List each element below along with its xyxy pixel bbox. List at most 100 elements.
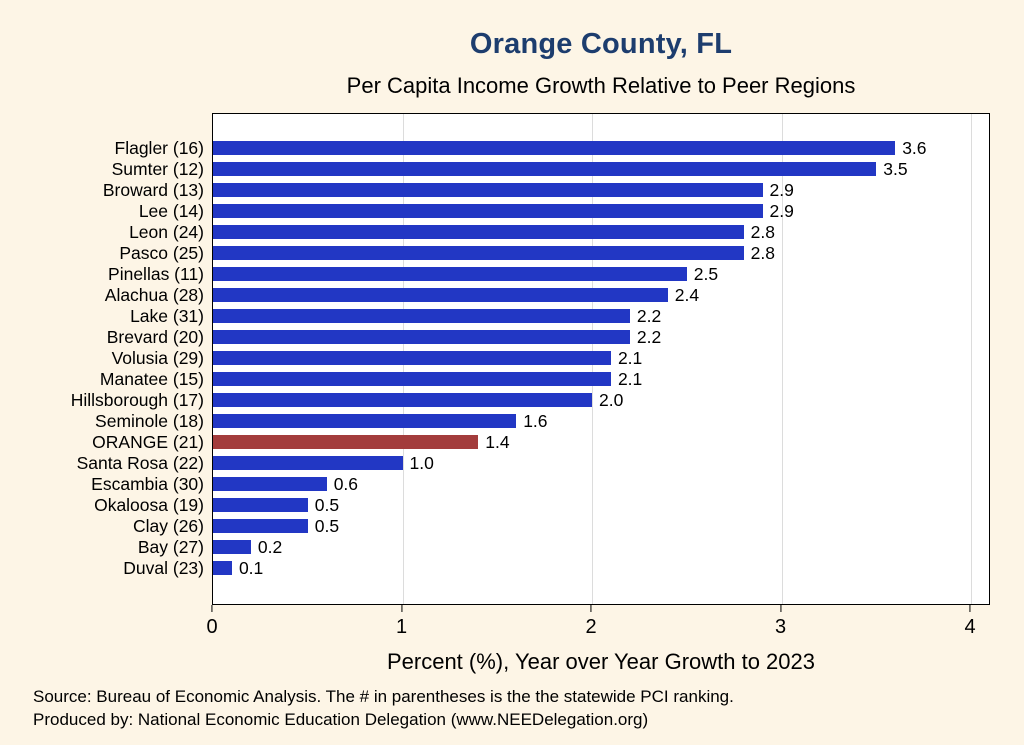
- bar-row: Pinellas (11) 2.5: [0, 264, 990, 284]
- category-label: Lake (31): [130, 305, 204, 326]
- bar: [213, 540, 251, 554]
- value-label: 2.9: [769, 179, 794, 200]
- x-tick: 1: [396, 605, 407, 639]
- bar: [213, 288, 668, 302]
- bar: [213, 372, 611, 386]
- bar: [213, 162, 877, 176]
- source-note: Source: Bureau of Economic Analysis. The…: [33, 687, 734, 707]
- bar-track: 2.0: [213, 390, 971, 411]
- value-label: 2.8: [750, 221, 775, 242]
- x-tick: 3: [775, 605, 786, 639]
- bar: [213, 246, 744, 260]
- value-label: 1.6: [523, 410, 548, 431]
- bar-row: Volusia (29) 2.1: [0, 348, 990, 368]
- category-label: Clay (26): [133, 515, 204, 536]
- x-tick-label: 3: [774, 616, 787, 638]
- category-label: Alachua (28): [104, 284, 204, 305]
- bar-row: Hillsborough (17) 2.0: [0, 390, 990, 410]
- category-label: Escambia (30): [91, 473, 204, 494]
- bar-row: Okaloosa (19) 0.5: [0, 495, 990, 515]
- bar-row: ORANGE (21) 1.4: [0, 432, 990, 452]
- bar-row: Escambia (30) 0.6: [0, 474, 990, 494]
- bar: [213, 267, 687, 281]
- bar: [213, 351, 611, 365]
- bar-row: Santa Rosa (22) 1.0: [0, 453, 990, 473]
- x-tick-mark: [780, 605, 781, 612]
- bar-row: Pasco (25) 2.8: [0, 243, 990, 263]
- value-label: 2.2: [636, 305, 662, 326]
- bar-track: 2.9: [213, 201, 971, 222]
- bar: [213, 393, 592, 407]
- bar-track: 1.0: [213, 453, 971, 474]
- value-label: 3.6: [902, 137, 927, 158]
- bar: [213, 414, 517, 428]
- category-label: Leon (24): [129, 221, 204, 242]
- chart-title: Orange County, FL: [469, 28, 733, 60]
- category-label: Santa Rosa (22): [76, 452, 204, 473]
- bar-track: 0.5: [213, 495, 971, 516]
- bar-track: 2.5: [213, 264, 971, 285]
- x-tick-label: 0: [206, 616, 218, 638]
- producer-note: Produced by: National Economic Education…: [33, 709, 649, 729]
- bar-rows: Flagler (16) 3.6 Sumter (12) 3.5 Broward (13…: [0, 114, 990, 602]
- category-label: Pasco (25): [119, 242, 204, 263]
- x-tick-mark: [211, 605, 213, 612]
- bar: [213, 141, 896, 155]
- bar: [213, 330, 630, 344]
- value-label: 1.4: [485, 431, 510, 452]
- value-label: 1.0: [409, 452, 434, 473]
- x-tick-mark: [969, 605, 971, 612]
- category-label: Okaloosa (19): [94, 494, 204, 515]
- value-label: 2.1: [617, 368, 643, 389]
- bar: [213, 561, 232, 575]
- bar-track: 0.6: [213, 474, 971, 495]
- value-label: 2.4: [674, 284, 700, 305]
- bar-row: Leon (24) 2.8: [0, 222, 990, 242]
- bar-row: Seminole (18) 1.6: [0, 411, 990, 431]
- bar-track: 2.8: [213, 243, 971, 264]
- bar-track: 0.5: [213, 516, 971, 537]
- value-label: 3.5: [883, 158, 908, 179]
- bar-track: 3.6: [213, 138, 971, 159]
- bar-track: 2.1: [213, 348, 971, 369]
- value-label: 0.2: [257, 536, 283, 557]
- bar-track: 0.2: [213, 537, 971, 558]
- category-label: Bay (27): [137, 536, 204, 557]
- bar-track: 2.1: [213, 369, 971, 390]
- gridline: [781, 114, 783, 604]
- x-tick-label: 4: [964, 616, 976, 638]
- x-tick: 4: [964, 605, 976, 639]
- category-label: Volusia (29): [111, 347, 204, 368]
- category-label: ORANGE (21): [92, 431, 204, 452]
- category-label: Brevard (20): [106, 326, 204, 347]
- bar: [213, 498, 308, 512]
- value-label: 2.1: [617, 347, 643, 368]
- x-tick: 0: [206, 605, 218, 639]
- bar-row: Bay (27) 0.2: [0, 537, 990, 557]
- value-label: 2.5: [693, 263, 719, 284]
- value-label: 0.5: [314, 494, 340, 515]
- value-label: 2.0: [599, 389, 624, 410]
- gridline: [971, 114, 972, 604]
- x-tick-mark: [590, 605, 592, 612]
- category-label: Sumter (12): [111, 158, 204, 179]
- x-tick-label: 2: [585, 616, 597, 638]
- category-label: Broward (13): [102, 179, 204, 200]
- value-label: 0.1: [238, 557, 264, 578]
- bar-row: Lake (31) 2.2: [0, 306, 990, 326]
- category-label: Hillsborough (17): [70, 389, 204, 410]
- bar-track: 3.5: [213, 159, 971, 180]
- bar: [213, 183, 763, 197]
- bar: [213, 477, 327, 491]
- category-label: Pinellas (11): [108, 263, 204, 284]
- bar-track: 2.4: [213, 285, 971, 306]
- bar-row: Manatee (15) 2.1: [0, 369, 990, 389]
- category-label: Manatee (15): [99, 368, 204, 389]
- bar-track: 0.1: [213, 558, 971, 579]
- highlight-bar: [213, 435, 479, 449]
- bar-track: 2.2: [213, 327, 971, 348]
- x-axis: 0 1 2 3 4: [206, 605, 976, 647]
- bar-row: Sumter (12) 3.5: [0, 159, 990, 179]
- x-tick-label: 1: [395, 616, 408, 638]
- bar-track: 1.4: [213, 432, 971, 453]
